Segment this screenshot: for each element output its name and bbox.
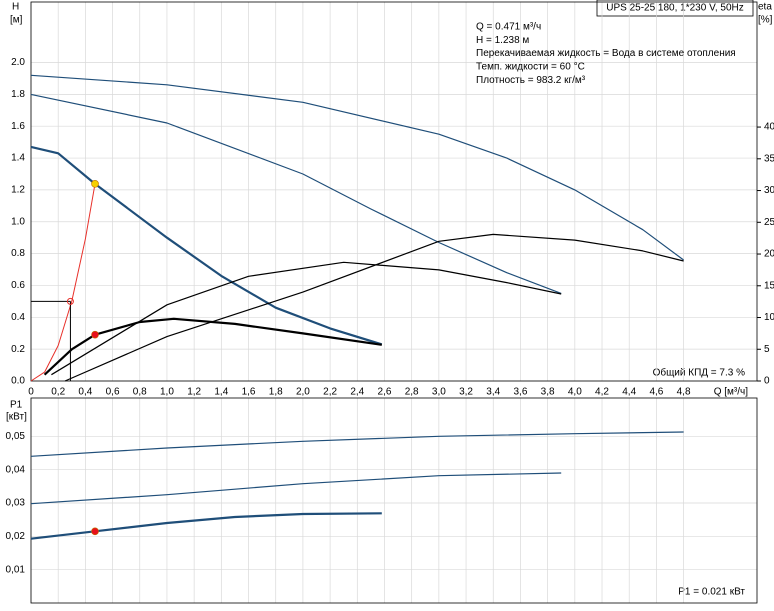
y-tick-label: 1.0 <box>11 216 25 227</box>
curve <box>30 512 382 540</box>
x-tick-label: 3,0 <box>432 387 446 398</box>
y-tick-label: 1.6 <box>11 121 25 132</box>
x-tick-label: 0,6 <box>106 387 120 398</box>
x-axis-label: Q [м³/ч] <box>714 387 749 398</box>
title-box <box>596 0 754 17</box>
y-tick-label: 0,04 <box>6 464 26 475</box>
info-line: Темп. жидкости = 60 °C <box>476 62 585 73</box>
y-axis-label: P1 <box>10 400 23 411</box>
x-tick-label: 0,4 <box>78 387 92 398</box>
x-tick-label: 1,6 <box>242 387 256 398</box>
info-line: Плотность = 983.2 кг/м³ <box>476 75 586 86</box>
y-tick-label: 0,03 <box>6 498 26 509</box>
y2-tick-label: 5 <box>764 344 770 355</box>
y-tick-label: 0.6 <box>11 280 25 291</box>
x-tick-label: 3,8 <box>541 387 555 398</box>
curve <box>64 233 684 382</box>
x-tick-label: 1,2 <box>187 387 201 398</box>
info-line: Q = 0.471 м³/ч <box>476 22 541 33</box>
y-tick-label: 1.2 <box>11 185 25 196</box>
x-tick-label: 2,4 <box>350 387 364 398</box>
y2-axis-label: eta <box>758 2 772 13</box>
y-tick-label: 1.4 <box>11 153 25 164</box>
y2-tick-label: 35 <box>764 153 774 164</box>
x-tick-label: 4,4 <box>622 387 636 398</box>
y2-tick-label: 25 <box>764 217 774 228</box>
y-tick-label: 0,02 <box>6 531 26 542</box>
operating-point <box>66 297 74 305</box>
y-tick-label: 0.4 <box>11 312 25 323</box>
operating-point <box>91 180 99 188</box>
y-tick-label: 0,05 <box>6 431 26 442</box>
x-tick-label: 4,6 <box>649 387 663 398</box>
y2-tick-label: 15 <box>764 280 774 291</box>
curve <box>30 472 562 505</box>
y-axis-label: H <box>12 2 19 13</box>
curve <box>30 145 383 346</box>
y2-tick-label: 10 <box>764 312 774 323</box>
x-tick-label: 4,8 <box>677 387 691 398</box>
plot-frame <box>30 1 758 382</box>
y-tick-label: 1.8 <box>11 89 25 100</box>
y2-tick-label: 40 <box>764 122 774 133</box>
x-tick-label: 1,0 <box>160 387 174 398</box>
operating-point <box>91 330 99 339</box>
curve <box>30 74 684 261</box>
y2-tick-label: 30 <box>764 185 774 196</box>
efficiency-label: Общий КПД = 7.3 % <box>653 367 746 379</box>
x-tick-label: 2,8 <box>405 387 419 398</box>
y-tick-label: 0.2 <box>11 344 25 355</box>
curve <box>43 317 382 376</box>
info-line: Перекачиваемая жидкость = Вода в системе… <box>476 48 736 59</box>
curve <box>51 261 562 376</box>
x-tick-label: 3,4 <box>486 387 500 398</box>
chart-title: UPS 25-25 180, 1*230 V, 50Hz <box>606 3 744 14</box>
y-tick-label: 0.8 <box>11 248 25 259</box>
x-tick-label: 2,0 <box>296 387 310 398</box>
info-line: H = 1.238 м <box>476 35 529 46</box>
x-tick-label: 1,8 <box>269 387 283 398</box>
y2-tick-label: 20 <box>764 249 774 260</box>
y-tick-label: 0,01 <box>6 564 26 575</box>
operating-point <box>91 527 99 536</box>
power-label: P1 = 0.021 кВт <box>678 587 745 598</box>
curve <box>30 431 684 457</box>
y2-axis-unit: [%] <box>758 15 773 26</box>
y-axis-unit: [кВт] <box>6 412 27 423</box>
x-tick-label: 3,6 <box>513 387 527 398</box>
y-axis-unit: [м] <box>10 15 23 26</box>
curve <box>30 183 96 382</box>
curve <box>30 93 562 294</box>
y2-tick-label: 0 <box>764 376 770 387</box>
y-tick-label: 2.0 <box>11 57 25 68</box>
x-tick-label: 3,2 <box>459 387 473 398</box>
x-tick-label: 1,4 <box>214 387 228 398</box>
x-tick-label: 2,6 <box>378 387 392 398</box>
x-tick-label: 2,2 <box>323 387 337 398</box>
y-tick-label: 0.0 <box>11 376 25 387</box>
x-tick-label: 0,2 <box>51 387 65 398</box>
x-tick-label: 0,8 <box>133 387 147 398</box>
x-tick-label: 4,2 <box>595 387 609 398</box>
plot-frame <box>30 397 758 604</box>
x-tick-label: 4,0 <box>568 387 582 398</box>
x-tick-label: 0 <box>28 387 34 398</box>
